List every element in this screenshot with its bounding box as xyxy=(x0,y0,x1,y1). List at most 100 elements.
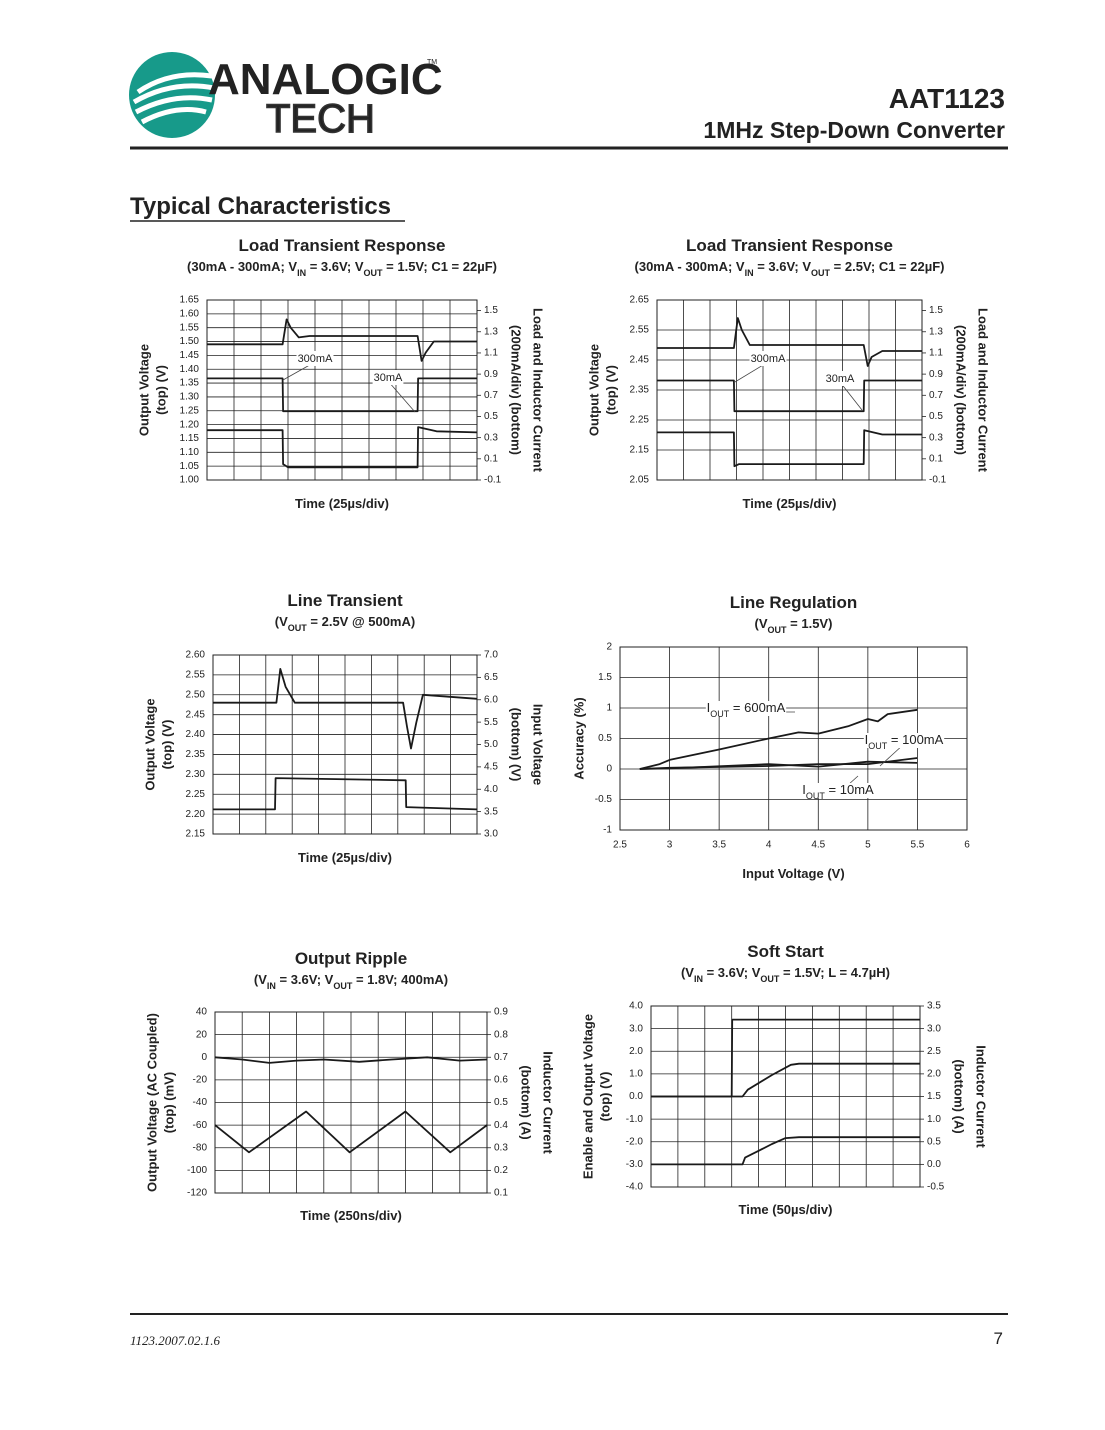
y2-axis-label: (bottom) (A) xyxy=(952,1059,967,1133)
text-part: = 1.5V) xyxy=(787,616,833,631)
annotation: 30mA xyxy=(826,373,855,385)
y2-axis-label: (200mA/div) (bottom) xyxy=(509,325,524,455)
subscript: IN xyxy=(745,268,754,278)
annotation-bg xyxy=(824,371,856,386)
text-part: = 2.5V; C1 = 22µF) xyxy=(830,259,944,274)
y-tick-label: 4.0 xyxy=(629,1001,643,1012)
y-tick-label: 1.55 xyxy=(180,322,200,333)
y2-tick-label: 0.7 xyxy=(494,1052,508,1063)
y2-tick-label: 6.5 xyxy=(484,672,498,683)
y-tick-label: 2.55 xyxy=(630,325,650,336)
text-part: (V xyxy=(681,965,694,980)
subscript: IN xyxy=(694,974,703,984)
trace xyxy=(651,1062,920,1098)
text-part: (V xyxy=(755,616,768,631)
y-axis-label: (top) (V) xyxy=(153,365,168,415)
y-tick-label: 2.65 xyxy=(630,295,650,306)
y2-axis-label: Load and Inductor Current xyxy=(976,308,991,473)
y2-tick-label: 0.2 xyxy=(494,1165,508,1176)
y2-tick-label: 0.1 xyxy=(494,1188,508,1199)
chart-subtitle: (VIN = 3.6V; VOUT = 1.8V; 400mA) xyxy=(254,972,448,991)
y-tick-label: 0 xyxy=(606,764,612,775)
y2-tick-label: -0.1 xyxy=(929,475,947,486)
y2-tick-label: 0.5 xyxy=(929,411,943,422)
y-tick-label: 1.30 xyxy=(180,392,200,403)
y2-tick-label: 1.0 xyxy=(927,1114,941,1125)
y-tick-label: 2.45 xyxy=(630,355,650,366)
y-tick-label: -120 xyxy=(187,1188,207,1199)
y2-tick-label: 0.7 xyxy=(929,390,943,401)
text-part: 300mA xyxy=(298,353,334,365)
y-tick-label: 1.05 xyxy=(180,461,200,472)
y-axis-label: Output Voltage xyxy=(136,344,151,436)
subscript: IN xyxy=(297,268,306,278)
y2-tick-label: 0.1 xyxy=(484,453,498,464)
y2-tick-label: 2.0 xyxy=(927,1069,941,1080)
callout-line xyxy=(387,380,416,413)
y-tick-label: 1.15 xyxy=(180,433,200,444)
y2-tick-label: 4.0 xyxy=(484,784,498,795)
y-tick-label: 1.5 xyxy=(598,672,612,683)
x-axis-label: Input Voltage (V) xyxy=(742,866,844,881)
y2-tick-label: 0.5 xyxy=(494,1097,508,1108)
y-tick-label: 2.25 xyxy=(630,415,650,426)
y-tick-label: 2.05 xyxy=(630,475,650,486)
annotation: IOUT = 100mA xyxy=(865,732,944,751)
logo-name: ANALOGIC xyxy=(208,55,443,104)
y2-tick-label: 1.5 xyxy=(484,305,498,316)
text-part: (V xyxy=(254,972,267,987)
x-tick-label: 4 xyxy=(766,840,772,851)
text-part: = 3.6V; V xyxy=(306,259,364,274)
y-tick-label: -80 xyxy=(193,1142,208,1153)
trace xyxy=(207,377,477,413)
y2-tick-label: 7.0 xyxy=(484,650,498,661)
y2-tick-label: 3.5 xyxy=(484,806,498,817)
text-part: = 1.8V; 400mA) xyxy=(352,972,448,987)
y-tick-label: 1.00 xyxy=(180,475,200,486)
y2-tick-label: 0.9 xyxy=(494,1007,508,1018)
text-part: (V xyxy=(275,614,288,629)
trace xyxy=(214,1056,488,1064)
subscript: OUT xyxy=(868,741,888,751)
text-part: = 1.5V; C1 = 22µF) xyxy=(383,259,497,274)
y-tick-label: 2.50 xyxy=(186,689,206,700)
text-part: = 3.6V; V xyxy=(754,259,812,274)
y-tick-label: 1.50 xyxy=(180,336,200,347)
subscript: OUT xyxy=(333,981,353,991)
y2-tick-label: 0.3 xyxy=(494,1142,508,1153)
y-tick-label: 1.20 xyxy=(180,419,200,430)
y2-tick-label: 3.0 xyxy=(927,1023,941,1034)
doc-number: 1123.2007.02.1.6 xyxy=(130,1333,221,1348)
y-tick-label: 0.5 xyxy=(598,733,612,744)
chart-subtitle: (30mA - 300mA; VIN = 3.6V; VOUT = 1.5V; … xyxy=(187,259,497,278)
y-tick-label: 1.35 xyxy=(180,378,200,389)
subscript: OUT xyxy=(760,974,780,984)
y-axis-label: Output Voltage xyxy=(586,344,601,436)
y-axis-label: (top) (V) xyxy=(597,1072,612,1122)
y2-tick-label: 0.6 xyxy=(494,1075,508,1086)
trace xyxy=(639,708,918,770)
y2-tick-label: 1.5 xyxy=(927,1091,941,1102)
part-number: AAT1123 xyxy=(889,83,1005,114)
chart-title: Output Ripple xyxy=(295,949,407,968)
text-part: = 100mA xyxy=(887,732,943,747)
y2-tick-label: -0.5 xyxy=(927,1182,945,1193)
chart-subtitle: (VOUT = 2.5V @ 500mA) xyxy=(275,614,415,633)
logo-tm: TM xyxy=(427,59,437,66)
chart-title: Line Transient xyxy=(287,591,403,610)
trace xyxy=(213,668,478,750)
x-axis-label: Time (25µs/div) xyxy=(298,850,392,865)
y-tick-label: 20 xyxy=(196,1029,208,1040)
y2-axis-label: Inductor Current xyxy=(974,1045,989,1148)
logo-stripes xyxy=(132,72,215,125)
text-part: I xyxy=(707,700,711,715)
x-tick-label: 3.5 xyxy=(712,840,726,851)
y2-axis-label: (200mA/div) (bottom) xyxy=(954,325,969,455)
chart-title: Line Regulation xyxy=(730,593,858,612)
text-part: (30mA - 300mA; V xyxy=(635,259,745,274)
x-tick-label: 6 xyxy=(964,840,970,851)
logo-name: TECH xyxy=(266,97,375,141)
y2-tick-label: 6.0 xyxy=(484,694,498,705)
x-tick-label: 4.5 xyxy=(811,840,825,851)
y-tick-label: 2.35 xyxy=(186,749,206,760)
